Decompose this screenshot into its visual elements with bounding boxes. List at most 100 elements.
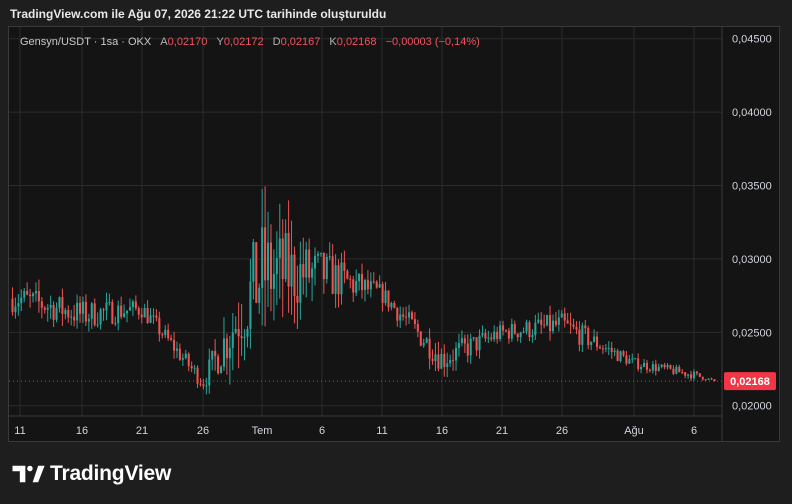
candle-body: [64, 309, 67, 315]
candle-body: [220, 366, 223, 374]
candle-body: [584, 325, 587, 329]
candle-body: [267, 242, 270, 281]
candle-body: [140, 314, 143, 318]
candle-body: [681, 372, 684, 374]
candle-body: [363, 279, 366, 291]
candle-body: [428, 338, 431, 359]
candle-body: [657, 366, 660, 371]
candle-body: [419, 331, 422, 346]
candle-body: [557, 317, 560, 325]
candle-body: [475, 337, 478, 351]
candle-body: [572, 324, 575, 327]
candle-body: [616, 350, 619, 361]
candle-body: [278, 238, 281, 259]
x-tick-label: Tem: [252, 425, 273, 437]
candle-body: [416, 324, 419, 332]
candle-body: [701, 376, 704, 380]
chart-panel[interactable]: [8, 26, 780, 442]
legend-open-label: A: [160, 36, 168, 48]
candle-body: [663, 364, 666, 368]
candle-body: [713, 379, 716, 382]
candle-body: [181, 358, 184, 360]
candle-body: [202, 384, 205, 387]
candle-body: [566, 320, 569, 324]
x-tick-label: 11: [376, 425, 387, 437]
candle-body: [205, 385, 208, 387]
candle-body: [402, 314, 405, 317]
brand[interactable]: TradingView: [12, 460, 171, 488]
candle-body: [334, 265, 337, 294]
candle-body: [158, 317, 161, 335]
candle-body: [96, 324, 99, 326]
candle-body: [231, 332, 234, 348]
candle-body: [381, 284, 384, 304]
candle-body: [246, 328, 249, 337]
candle-body: [504, 330, 507, 332]
candle-body: [114, 323, 117, 325]
candle-body: [408, 312, 411, 318]
candle-body: [710, 378, 713, 380]
candle-body: [546, 315, 549, 326]
y-tick-label: 0,02500: [732, 327, 772, 339]
candle-body: [560, 313, 563, 318]
candle-body: [340, 262, 343, 295]
candle-body: [243, 336, 246, 339]
candle-body: [390, 303, 393, 308]
candle-body: [252, 242, 255, 282]
candle-body: [478, 335, 481, 351]
candle-body: [155, 315, 158, 318]
candle-body: [366, 279, 369, 290]
legend-high-value: 0,02172: [223, 36, 264, 48]
candle-body: [117, 305, 120, 324]
candle-body: [120, 305, 123, 317]
legend-high-label: Y: [216, 36, 224, 48]
candle-body: [305, 249, 308, 278]
candle-body: [29, 294, 32, 297]
candle-body: [704, 379, 707, 381]
candle-body: [422, 342, 425, 346]
candle-body: [287, 233, 290, 287]
candle-body: [325, 256, 328, 280]
candle-body: [651, 364, 654, 371]
candle-body: [472, 337, 475, 339]
candle-body: [272, 274, 275, 289]
candle-body: [49, 304, 52, 308]
candle-body: [410, 312, 413, 320]
candle-body: [446, 363, 449, 368]
candle-body: [487, 337, 490, 339]
candle-body: [134, 301, 137, 309]
x-tick-label: 21: [496, 425, 508, 437]
candle-body: [67, 309, 70, 318]
candle-body: [643, 362, 646, 367]
candle-body: [645, 362, 648, 370]
candle-body: [540, 319, 543, 325]
candle-body: [20, 297, 23, 304]
candle-body: [46, 307, 49, 310]
candle-body: [70, 316, 73, 318]
candle-body: [81, 301, 84, 314]
candle-body: [551, 320, 554, 332]
x-tick-label: 16: [436, 425, 448, 437]
candle-body: [578, 329, 581, 345]
candle-body: [337, 265, 340, 295]
y-tick-label: 0,03000: [732, 254, 772, 266]
candle-body: [346, 270, 349, 279]
candle-body: [460, 338, 463, 344]
candle-body: [469, 338, 472, 356]
candle-body: [384, 290, 387, 304]
candle-body: [269, 242, 272, 289]
candle-body: [102, 309, 105, 311]
candle-body: [496, 331, 499, 339]
candle-body: [563, 313, 566, 321]
legend-close-label: K: [329, 36, 337, 48]
candle-body: [569, 323, 572, 325]
candle-body: [196, 367, 199, 384]
ohlc-legend: Gensyn/USDT · 1sa · OKX A0,02170 Y0,0217…: [20, 36, 480, 48]
candle-body: [211, 350, 214, 360]
candle-body: [331, 256, 334, 294]
candle-body: [123, 313, 126, 317]
candle-body: [510, 324, 513, 339]
candle-body: [519, 332, 522, 338]
candle-body: [131, 301, 134, 308]
